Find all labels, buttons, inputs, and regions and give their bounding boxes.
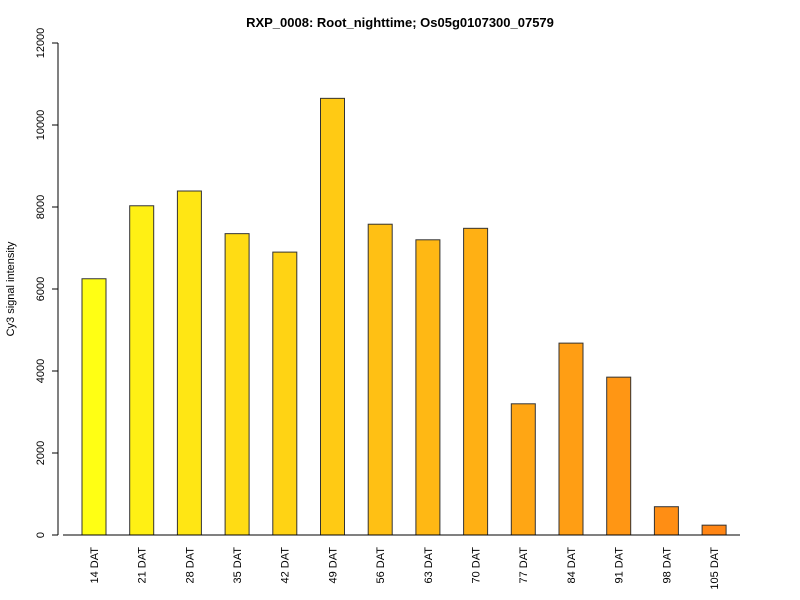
chart-title: RXP_0008: Root_nighttime; Os05g0107300_0… <box>246 15 554 30</box>
y-tick-label: 0 <box>35 532 47 538</box>
bar-63-dat <box>415 239 441 536</box>
y-tick-label: 6000 <box>35 277 47 301</box>
x-tick-label: 42 DAT <box>280 547 292 584</box>
x-tick-label: 14 DAT <box>89 547 101 584</box>
x-tick-label: 63 DAT <box>423 547 435 584</box>
bar-70-dat <box>463 227 489 536</box>
y-tick-label: 2000 <box>35 441 47 465</box>
x-tick-label: 84 DAT <box>566 547 578 584</box>
bar-56-dat <box>367 223 393 536</box>
y-axis: 0 2000 4000 6000 8000 10000 12000 <box>35 28 59 538</box>
bar-77-dat <box>510 403 536 536</box>
y-tick-label: 10000 <box>35 110 47 141</box>
x-tick-label: 56 DAT <box>375 547 387 584</box>
bar-21-dat <box>129 205 155 536</box>
x-tick-label: 98 DAT <box>661 547 673 584</box>
bar-42-dat <box>272 251 298 536</box>
y-tick-label: 4000 <box>35 359 47 383</box>
x-tick-label: 70 DAT <box>470 547 482 584</box>
x-tick-label: 49 DAT <box>327 547 339 584</box>
x-axis: 14 DAT 21 DAT 28 DAT 35 DAT 42 DAT 49 DAT 56 D… <box>63 534 740 590</box>
bar-84-dat <box>558 342 584 536</box>
bar-105-dat <box>701 524 727 536</box>
x-tick-label: 77 DAT <box>518 547 530 584</box>
bars-group <box>81 97 727 536</box>
bar-35-dat <box>224 233 250 536</box>
x-tick-label: 91 DAT <box>614 547 626 584</box>
bar-91-dat <box>606 376 632 536</box>
x-tick-label: 105 DAT <box>709 547 721 590</box>
bar-98-dat <box>653 506 679 536</box>
bar-28-dat <box>176 190 202 536</box>
y-axis-label: Cy3 signal intensity <box>5 241 17 336</box>
x-tick-label: 35 DAT <box>232 547 244 584</box>
y-tick-label: 8000 <box>35 195 47 219</box>
y-tick-label: 12000 <box>35 28 47 59</box>
x-tick-label: 21 DAT <box>137 547 149 584</box>
bar-49-dat <box>320 97 345 536</box>
x-tick-label: 28 DAT <box>184 547 196 584</box>
bar-14-dat <box>81 278 107 536</box>
